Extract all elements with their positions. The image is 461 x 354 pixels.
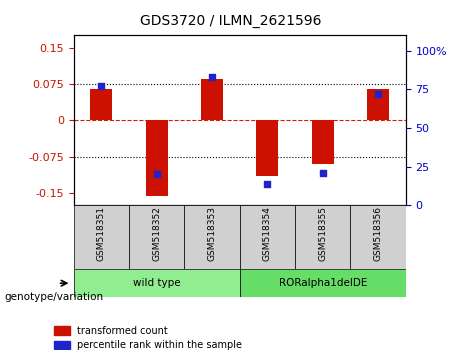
Text: RORalpha1delDE: RORalpha1delDE	[278, 278, 367, 288]
FancyBboxPatch shape	[295, 205, 350, 269]
Point	[374, 91, 382, 97]
Text: GSM518354: GSM518354	[263, 206, 272, 262]
FancyBboxPatch shape	[74, 269, 240, 297]
Text: GDS3720 / ILMN_2621596: GDS3720 / ILMN_2621596	[140, 14, 321, 28]
Point	[98, 84, 105, 89]
FancyBboxPatch shape	[184, 205, 240, 269]
FancyBboxPatch shape	[74, 205, 129, 269]
Bar	[54, 341, 70, 349]
FancyBboxPatch shape	[240, 269, 406, 297]
Text: GSM518356: GSM518356	[373, 206, 383, 262]
Bar	[90, 89, 112, 120]
Bar	[312, 120, 334, 164]
Text: GSM518355: GSM518355	[318, 206, 327, 262]
Text: transformed count: transformed count	[77, 326, 168, 336]
Bar	[54, 326, 70, 335]
Text: percentile rank within the sample: percentile rank within the sample	[77, 340, 242, 350]
Text: genotype/variation: genotype/variation	[5, 292, 104, 302]
Point	[208, 74, 216, 80]
Bar	[201, 79, 223, 120]
Bar	[256, 120, 278, 176]
FancyBboxPatch shape	[129, 205, 184, 269]
Point	[319, 170, 326, 176]
Text: GSM518351: GSM518351	[97, 206, 106, 262]
Point	[264, 181, 271, 187]
Text: GSM518352: GSM518352	[152, 206, 161, 262]
Text: GSM518353: GSM518353	[207, 206, 217, 262]
FancyBboxPatch shape	[240, 205, 295, 269]
Text: wild type: wild type	[133, 278, 181, 288]
Point	[153, 172, 160, 177]
Bar	[367, 89, 389, 120]
FancyBboxPatch shape	[350, 205, 406, 269]
Bar	[146, 120, 168, 196]
